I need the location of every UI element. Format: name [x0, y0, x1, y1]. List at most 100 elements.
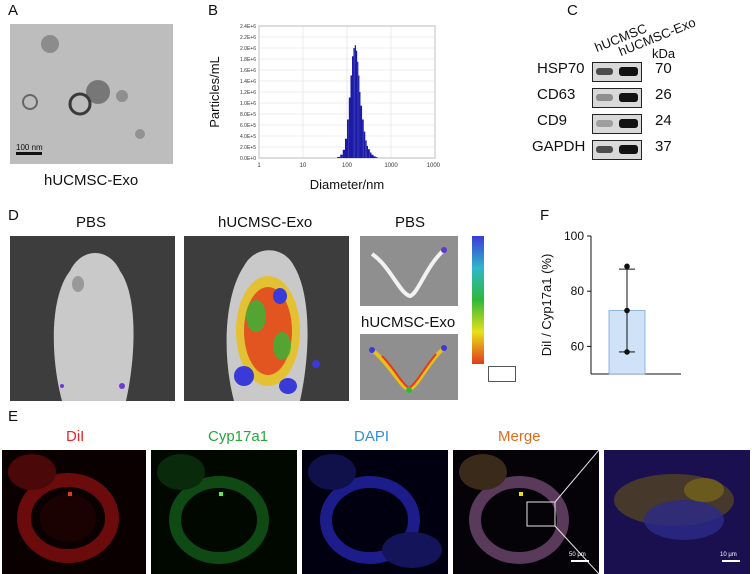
f-data-point: [624, 307, 630, 314]
nta-bar: [354, 45, 356, 158]
f-data-point: [624, 349, 630, 355]
label-pbs-small: PBS: [395, 214, 426, 231]
nta-xtick-label: 1: [257, 163, 261, 169]
nta-bar: [360, 105, 363, 158]
nta-bar: [358, 75, 360, 158]
nta-bar: [365, 140, 367, 158]
nta-bar: [363, 131, 366, 158]
nta-bar: [371, 154, 374, 158]
nta-ylabel: Particles/mL: [207, 56, 222, 128]
blot-band-hucmsc: [596, 146, 613, 153]
blot-band-hucmsc: [596, 94, 613, 101]
nta-xtick-label: 1000: [384, 163, 398, 169]
nta-ytick-label: 2.0E+5: [240, 145, 256, 151]
blot-protein-label: HSP70: [537, 60, 585, 77]
nta-ytick-label: 1.2E+6: [240, 90, 256, 96]
nta-bar: [353, 48, 355, 158]
f-ylabel: DiI / Cyp17a1 (%): [539, 254, 554, 357]
blot-band-hucmsc: [596, 68, 613, 75]
fluor-image-cyp17a1: [151, 450, 297, 574]
blot-band-hucmsc-exo: [619, 145, 638, 154]
nta-ytick-label: 1.8E+6: [240, 57, 256, 63]
nta-bar: [348, 97, 351, 158]
channel-label-cyp17a1: Cyp17a1: [208, 428, 269, 445]
nta-xlabel: Diameter/nm: [310, 177, 384, 192]
nta-bar: [347, 119, 349, 158]
label-hucmsc-exo-small: hUCMSC-Exo: [361, 314, 456, 331]
nta-bar: [373, 156, 376, 158]
blot-protein-label: CD9: [537, 112, 568, 129]
panel-letter-c: C: [567, 2, 578, 19]
uterus-image-exo: [360, 334, 458, 400]
radiance-colorbar: [472, 236, 484, 364]
nta-bar: [340, 154, 343, 158]
merge-scale-bar-label: 50 μm: [569, 552, 586, 558]
fluor-image-zoom: 10 μm: [604, 450, 750, 574]
blot-kda-value: 70: [655, 60, 672, 77]
nta-bar: [357, 61, 359, 158]
nta-bar: [350, 75, 353, 158]
tem-image: 100 nm: [10, 24, 173, 164]
nta-ytick-label: 8.0E+5: [240, 112, 256, 118]
nta-ytick-label: 1.6E+6: [240, 68, 256, 74]
nta-bar: [359, 92, 361, 158]
nta-xtick-label: 10: [300, 163, 307, 169]
nta-bar: [352, 56, 354, 158]
f-ytick-label: 60: [571, 339, 585, 353]
f-ytick-label: 100: [564, 229, 584, 243]
panel-letter-a: A: [8, 2, 19, 19]
label-pbs: PBS: [76, 214, 107, 231]
colorbar-legend-box: [488, 366, 516, 382]
label-hucmsc-exo: hUCMSC-Exo: [218, 214, 313, 231]
nta-bar: [375, 157, 378, 158]
blot-band-hucmsc-exo: [619, 67, 638, 76]
channel-label-dii: DiI: [66, 428, 85, 445]
fluor-image-dapi: [302, 450, 448, 574]
fluor-image-merge: 50 μm: [453, 450, 599, 574]
nta-bar: [337, 156, 341, 158]
ivis-image-exo: [184, 236, 349, 401]
fluor-image-dii: [2, 450, 146, 574]
blot-band-hucmsc: [596, 120, 613, 127]
f-data-point: [624, 263, 630, 270]
panel-letter-f: F: [540, 207, 550, 224]
nta-xtick-label: 10000: [427, 163, 440, 169]
tem-scale-bar-label: 100 nm: [16, 143, 43, 152]
blot-kda-value: 37: [655, 138, 672, 155]
channel-label-merge: Merge: [498, 428, 541, 445]
dii-cyp17a1-chart: 60 80 100 DiI / Cyp17a1 (%): [539, 229, 681, 375]
zoom-scale-bar-label: 10 μm: [720, 552, 737, 558]
kda-unit: kDa: [652, 46, 676, 61]
panel-a-caption: hUCMSC-Exo: [44, 172, 139, 189]
nta-bar: [344, 138, 347, 158]
panel-letter-e: E: [8, 408, 19, 425]
nta-ytick-label: 6.0E+5: [240, 123, 256, 129]
blot-band-strip: [592, 140, 642, 160]
channel-label-dapi: DAPI: [354, 428, 390, 445]
nta-bar: [362, 119, 364, 158]
nta-ytick-label: 1.0E+6: [240, 101, 256, 107]
blot-kda-value: 26: [655, 86, 672, 103]
nta-bar: [367, 149, 370, 158]
nta-bar: [366, 145, 368, 158]
blot-band-hucmsc-exo: [619, 93, 638, 102]
blot-band-strip: [592, 88, 642, 108]
nta-chart: 0.0E+0 2.0E+5 4.0E+5 6.0E+5 8.0E+5 1.0E+6 1.2E…: [207, 24, 440, 192]
nta-ytick-label: 2.2E+6: [240, 35, 256, 41]
nta-ytick-label: 2.0E+6: [240, 46, 256, 52]
f-ytick-label: 80: [571, 284, 585, 298]
blot-band-hucmsc-exo: [619, 119, 638, 128]
blot-kda-value: 24: [655, 112, 672, 129]
nta-xtick-label: 100: [342, 163, 353, 169]
blot-band-strip: [592, 62, 642, 82]
nta-bar: [355, 50, 358, 158]
blot-protein-label: CD63: [537, 86, 576, 103]
nta-ytick-label: 0.0E+0: [240, 156, 256, 162]
ivis-image-pbs: [10, 236, 175, 401]
nta-bar: [342, 149, 345, 158]
panel-letter-d: D: [8, 207, 19, 224]
nta-bar: [369, 152, 372, 158]
panel-letter-b: B: [208, 2, 219, 19]
nta-ytick-label: 4.0E+5: [240, 134, 256, 140]
uterus-image-pbs: [360, 236, 458, 306]
